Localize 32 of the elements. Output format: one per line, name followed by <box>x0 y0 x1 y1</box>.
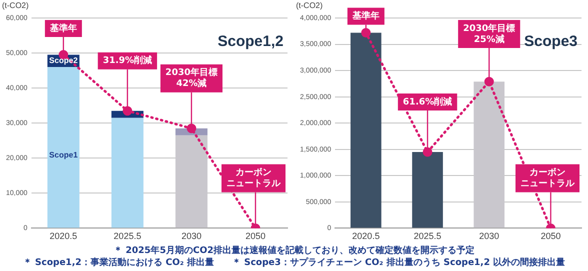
point <box>422 147 432 157</box>
x-tick-label: 2050 <box>540 231 561 242</box>
text: Scope3 <box>524 33 578 50</box>
point <box>186 124 196 134</box>
annotation: 31.9%削減 <box>102 55 152 66</box>
x-tick-label: 2050 <box>245 231 266 242</box>
annotation: 2030年目標 42%減 <box>165 67 218 90</box>
text: ＊ Scope1,2：事業活動における CO₂ 排出量 ＊ Scope3：サプライチェーン CO₂ 排出量のうち Scope1,2 以外の間接排出量 <box>22 257 566 269</box>
x-tick-label: 2020.5 <box>50 231 78 242</box>
text: ＊ 2025年5月期のCO2排出量は速報値を記載しており、改めて確定数値を開示する予定 <box>112 245 476 257</box>
x-tick-label: 2025.5 <box>414 231 442 242</box>
y-axis-title: (t-CO2) <box>2 1 29 10</box>
text: Scope1,2 <box>218 33 284 50</box>
point <box>361 28 371 38</box>
point <box>484 76 494 86</box>
annotation: 61.6%削減 <box>402 96 452 108</box>
x-tick-label: 2030 <box>181 231 202 242</box>
x-tick-label: 2025.5 <box>114 231 142 242</box>
y-axis-title: (t-CO2) <box>296 1 323 10</box>
annotation: 2030年目標 25%減 <box>463 22 516 45</box>
bar <box>111 118 144 228</box>
bar <box>47 67 80 228</box>
annotation: カーボンニュートラル <box>226 167 282 190</box>
x-tick-label: 2030 <box>479 231 500 242</box>
annotation: 基準年 <box>48 22 77 34</box>
series-label: Scope1 <box>49 150 78 160</box>
annotation: カーボンニュートラル <box>520 167 576 190</box>
bar <box>350 32 382 228</box>
x-tick-label: 2020.5 <box>352 231 380 242</box>
bar <box>412 152 443 228</box>
point <box>122 106 132 116</box>
annotation: 基準年 <box>351 10 380 22</box>
